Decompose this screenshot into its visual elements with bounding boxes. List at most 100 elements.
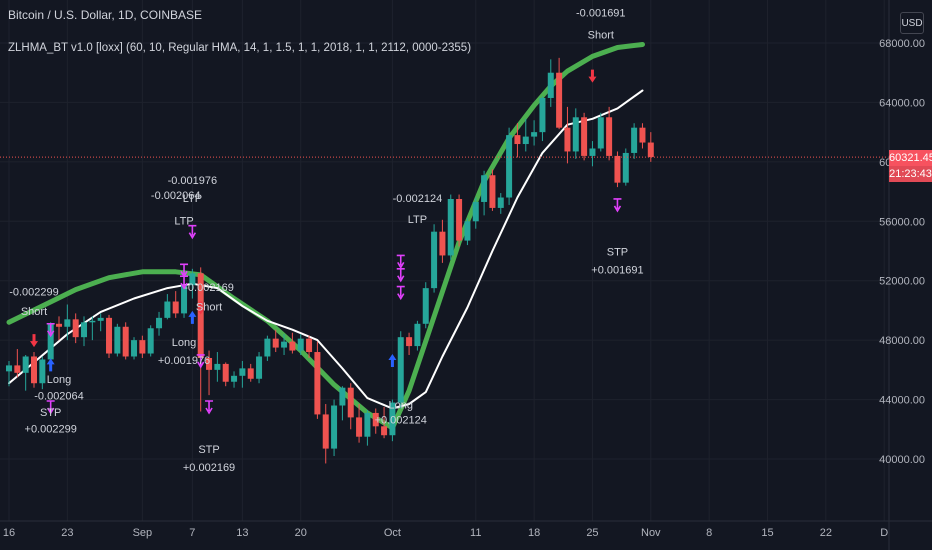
signal-annotation: STP xyxy=(40,407,61,419)
candle xyxy=(147,325,154,357)
candle-body xyxy=(456,199,463,241)
candle-body xyxy=(372,412,379,427)
short-arrow-icon xyxy=(588,69,597,83)
candle xyxy=(547,59,554,107)
signal-annotation: Short xyxy=(588,30,614,42)
candle xyxy=(222,362,229,387)
candle xyxy=(581,112,588,161)
x-tick-label: 25 xyxy=(586,527,598,539)
candle-body xyxy=(631,127,638,153)
stop-marker-icon xyxy=(180,275,189,290)
candle xyxy=(539,96,546,142)
candle xyxy=(206,350,213,396)
candle-body xyxy=(647,142,654,158)
candle-body xyxy=(247,368,254,379)
signal-annotation: Short xyxy=(196,301,222,313)
short-arrow-icon xyxy=(30,334,39,348)
candle xyxy=(39,356,46,390)
candle xyxy=(247,363,254,382)
candle-body xyxy=(431,231,438,289)
candle xyxy=(506,127,513,205)
candle-body xyxy=(364,412,371,437)
candle-body xyxy=(614,155,621,183)
candle xyxy=(131,337,138,360)
candle xyxy=(597,112,604,152)
candle-body xyxy=(481,175,488,202)
x-tick-label: 13 xyxy=(236,527,248,539)
signal-annotation: -0.002299 xyxy=(9,287,59,299)
candle xyxy=(406,332,413,355)
candle-body xyxy=(581,117,588,156)
candle xyxy=(114,323,121,357)
candle-body xyxy=(81,322,88,338)
currency-button[interactable]: USD xyxy=(900,12,924,34)
y-axis[interactable]: 40000.00 44000.00 48000.00 52000.00 56000.00… xyxy=(879,0,925,550)
signal-annotation: +0.002299 xyxy=(25,423,77,435)
stop-marker-icon xyxy=(46,322,55,338)
candle xyxy=(272,329,279,353)
candle-body xyxy=(89,320,96,323)
candle-body xyxy=(622,152,629,183)
y-tick-label: 56000.00 xyxy=(879,216,925,228)
candle xyxy=(339,386,346,421)
grid-lines xyxy=(0,0,889,521)
candle-body xyxy=(197,273,204,358)
candle xyxy=(56,316,63,341)
stop-marker-icon xyxy=(396,267,405,283)
y-tick-label: 52000.00 xyxy=(879,276,925,288)
candle-body xyxy=(22,356,29,373)
candle xyxy=(314,341,321,419)
candle xyxy=(6,360,12,387)
stop-marker-icon xyxy=(613,198,622,213)
candle-body xyxy=(322,414,329,449)
indicator-legend[interactable]: ZLHMA_BT v1.0 [loxx] (60, 10, Regular HM… xyxy=(8,42,472,54)
candle xyxy=(481,170,488,216)
candle xyxy=(197,267,204,412)
candle xyxy=(639,123,646,149)
candle-body xyxy=(256,356,263,379)
candle xyxy=(306,335,313,358)
candle xyxy=(389,399,396,442)
candle xyxy=(414,320,421,351)
signal-layer xyxy=(30,69,622,415)
candle-body xyxy=(131,340,138,357)
candle xyxy=(489,169,496,211)
signal-annotation: Long xyxy=(172,337,196,349)
candle-body xyxy=(297,338,304,351)
candle-body xyxy=(564,127,571,152)
signal-annotation: +0.002124 xyxy=(375,414,427,426)
x-tick-label: Nov xyxy=(641,527,661,539)
candle xyxy=(431,224,438,293)
y-tick-label: 48000.00 xyxy=(879,335,925,347)
candle xyxy=(572,108,579,159)
candle-body xyxy=(31,356,38,384)
x-tick-label: 8 xyxy=(706,527,712,539)
signal-annotation: Short xyxy=(21,306,47,318)
candle-body xyxy=(164,301,171,318)
candle xyxy=(347,383,354,430)
candle-body xyxy=(397,337,404,403)
signal-annotation: STP xyxy=(607,246,628,258)
candle-body xyxy=(97,317,104,321)
candle-body xyxy=(289,341,296,351)
candle xyxy=(172,291,179,318)
candle xyxy=(456,194,463,247)
candle xyxy=(497,193,504,214)
x-axis[interactable]: 16 23 Sep 7 13 20 Oct 11 18 25 Nov 8 15 22 D xyxy=(0,520,932,539)
candle-body xyxy=(214,363,221,370)
long-arrow-icon xyxy=(46,358,55,372)
candle xyxy=(164,294,171,320)
x-tick-label: 15 xyxy=(761,527,773,539)
candle xyxy=(356,404,363,443)
candle-body xyxy=(181,285,188,314)
short-arrow-icon xyxy=(196,301,205,315)
signal-annotation: +0.001976 xyxy=(158,355,210,367)
candle-body xyxy=(47,323,54,360)
candle xyxy=(464,218,471,246)
candle xyxy=(31,352,38,388)
signal-annotation: -0.002064 xyxy=(151,190,201,202)
signal-annotation: Long xyxy=(47,374,71,386)
stop-marker-icon xyxy=(196,354,205,369)
candle xyxy=(531,120,538,146)
